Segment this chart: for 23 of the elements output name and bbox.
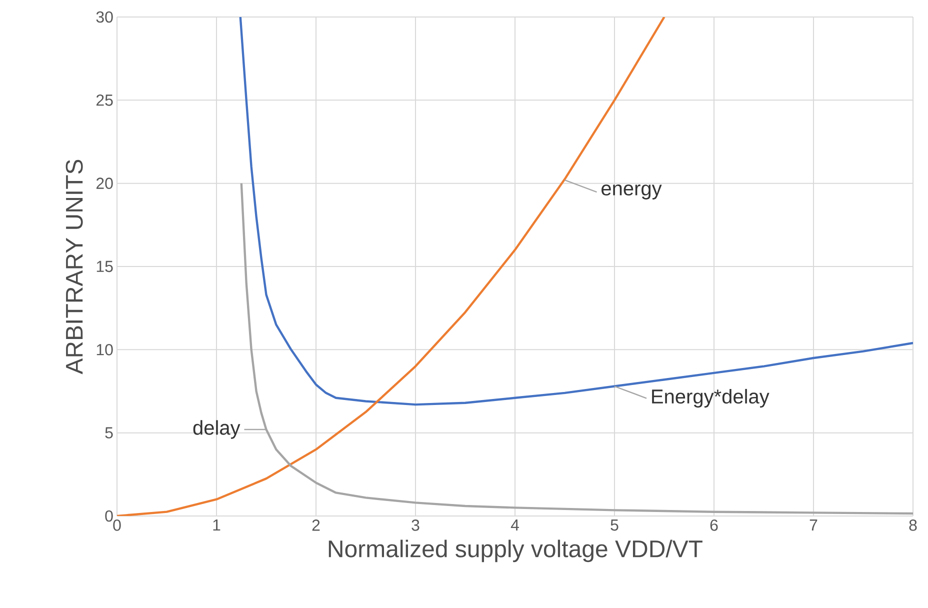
- y-tick-label: 30: [96, 11, 113, 23]
- x-tick-label: 8: [909, 520, 917, 531]
- y-tick-label: 25: [96, 94, 113, 106]
- line-series: [239, 16, 914, 406]
- annotation: energy: [602, 184, 662, 200]
- x-tick-label: 4: [510, 520, 519, 531]
- y-tick-label: 10: [96, 344, 113, 356]
- x-tick-label: 0: [113, 520, 121, 531]
- y-tick-label: 0: [105, 510, 113, 522]
- y-tick-label: 20: [96, 178, 113, 189]
- y-tick-label: 15: [96, 260, 113, 272]
- x-tick-label: 5: [610, 520, 618, 531]
- y-axis-title: ARBITRARY UNITS: [66, 160, 83, 374]
- x-tick-label: 7: [810, 520, 818, 531]
- y-tick-label: 5: [105, 427, 113, 438]
- line-series: [240, 182, 914, 515]
- annotation: delay: [193, 420, 240, 439]
- x-axis-title: Normalized supply voltage VDD/VT: [328, 540, 702, 562]
- x-tick-label: 1: [213, 520, 220, 531]
- x-tick-label: 3: [412, 520, 420, 531]
- x-tick-label: 2: [312, 520, 320, 531]
- x-tick-label: 6: [710, 520, 718, 531]
- annotation: Energy*delay: [652, 388, 770, 408]
